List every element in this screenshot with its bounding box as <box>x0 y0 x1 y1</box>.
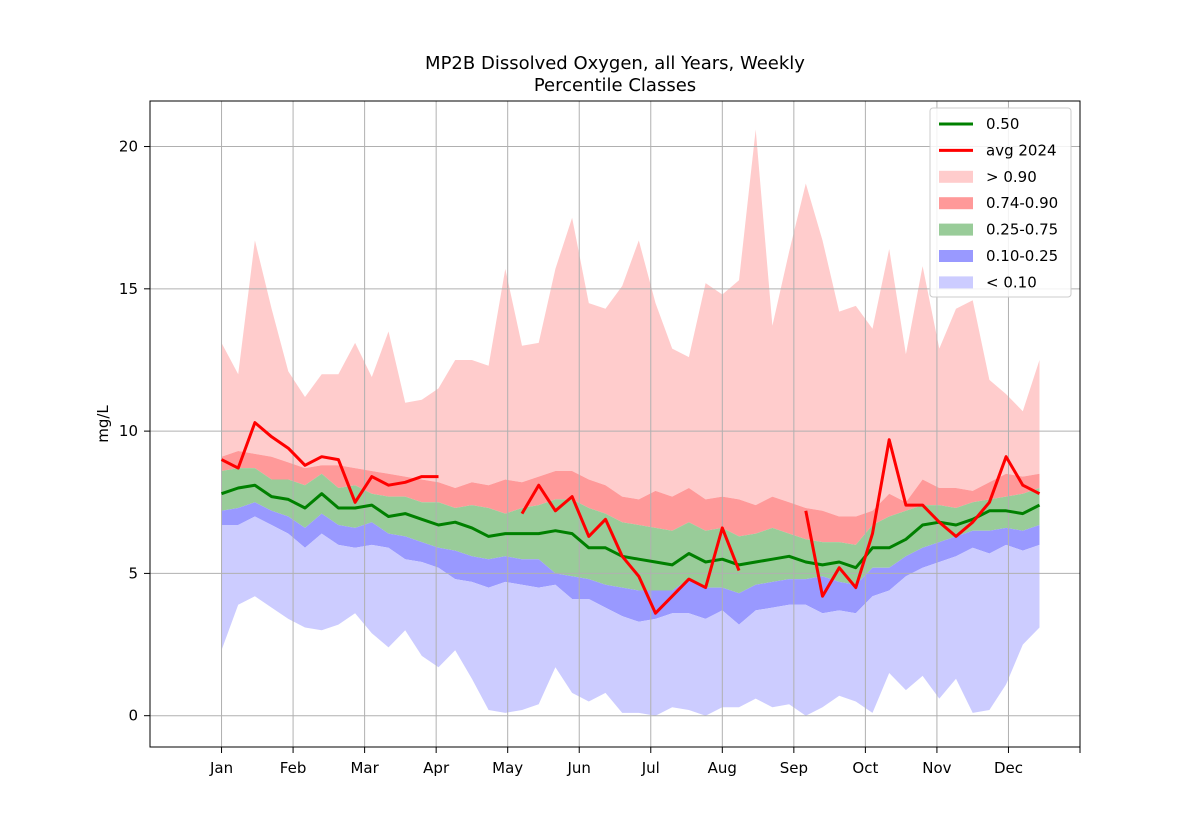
legend-swatch-patch <box>939 197 973 210</box>
y-tick-label: 20 <box>119 138 138 156</box>
band-3 <box>221 502 1040 625</box>
legend-box <box>929 107 1072 298</box>
series-lines <box>220 421 1041 615</box>
legend-swatch-patch <box>939 223 973 236</box>
legend-label: 0.25-0.75 <box>986 221 1058 239</box>
legend-label: 0.10-0.25 <box>986 247 1058 265</box>
y-tick-label: 10 <box>119 422 138 440</box>
legend-label: 0.50 <box>986 115 1019 133</box>
y-tick-label: 5 <box>128 564 138 582</box>
legend: 0.50 avg 2024 > 0.90 0.74-0.90 0.25-0.75 0.10… <box>929 107 1072 298</box>
grid <box>150 101 1081 747</box>
band-4 <box>221 516 1040 716</box>
legend-swatch-patch <box>939 250 973 262</box>
x-tick-label: Jul <box>641 759 660 777</box>
legend-label: < 0.10 <box>986 273 1037 291</box>
y-tick-label: 15 <box>119 280 138 298</box>
legend-label: > 0.90 <box>986 168 1037 186</box>
band-0 <box>221 129 1040 517</box>
x-tick-label: Dec <box>994 759 1023 777</box>
x-axis: Jan Feb Mar Apr May Jun Jul Aug Sep Oct Nov Dec <box>209 747 1081 777</box>
x-tick-label: Jan <box>209 759 233 777</box>
band-1 <box>221 451 1040 545</box>
x-tick-label: May <box>492 759 523 777</box>
legend-label: avg 2024 <box>986 141 1057 159</box>
x-tick-label: Jun <box>567 759 591 777</box>
legend-swatch-patch <box>939 170 973 183</box>
plot-frame <box>149 100 1081 748</box>
x-tick-label: Nov <box>922 759 951 777</box>
x-tick-label: Aug <box>708 759 737 777</box>
percentile-bands <box>221 129 1040 716</box>
x-tick-label: Feb <box>280 759 307 777</box>
x-tick-label: Mar <box>350 759 379 777</box>
y-tick-label: 0 <box>128 707 138 725</box>
y-axis: 0 5 10 15 20 <box>119 138 150 725</box>
x-tick-label: Sep <box>780 759 808 777</box>
chart-subtitle: Percentile Classes <box>534 75 696 96</box>
y-axis-label: mg/L <box>94 405 112 443</box>
series-line-1 <box>220 421 1041 615</box>
chart-title: MP2B Dissolved Oxygen, all Years, Weekly <box>425 53 805 74</box>
legend-swatch-patch <box>939 276 973 289</box>
x-tick-label: Apr <box>423 759 450 777</box>
series-line-0 <box>221 483 1041 570</box>
x-tick-label: Oct <box>852 759 878 777</box>
legend-label: 0.74-0.90 <box>986 194 1058 212</box>
